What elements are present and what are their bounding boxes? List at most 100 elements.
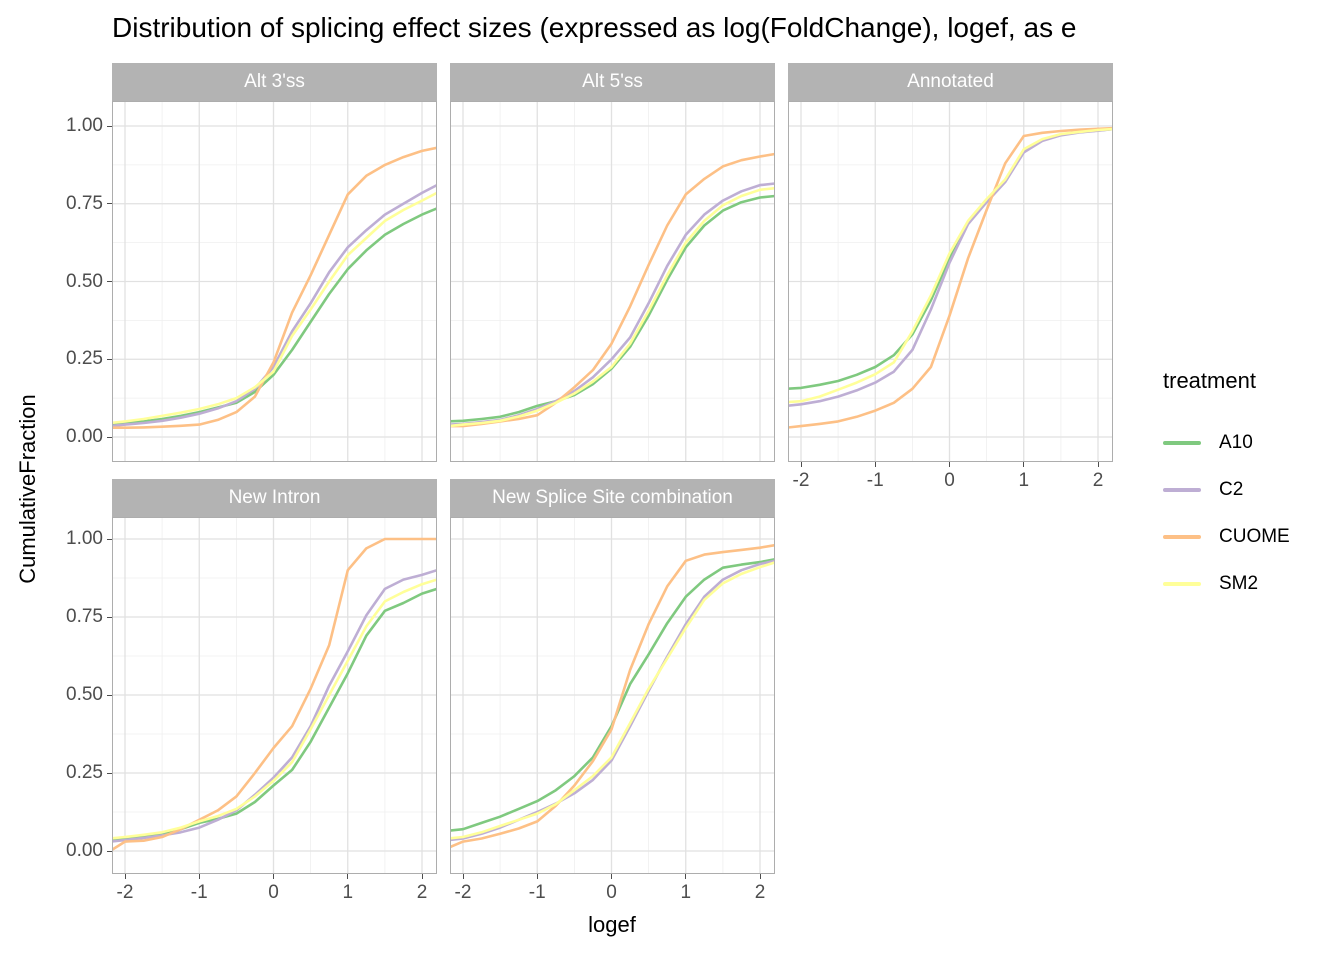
series-line-a10 xyxy=(112,587,437,842)
x-tick-mark xyxy=(462,874,464,879)
facet-panel-new-splice-site-combination xyxy=(450,517,775,874)
x-tick-mark xyxy=(198,874,200,879)
legend-title: treatment xyxy=(1163,368,1256,393)
x-tick-label: 2 xyxy=(754,882,766,903)
x-tick-label: -2 xyxy=(116,882,134,903)
legend-item-sm2: SM2 xyxy=(1163,573,1259,594)
x-tick-label: 2 xyxy=(1092,470,1104,491)
x-tick-mark xyxy=(421,874,423,879)
y-tick-mark xyxy=(107,203,112,205)
y-tick-label: 0.75 xyxy=(66,606,103,627)
x-axis-title: logef xyxy=(588,912,636,937)
legend-item-cuome: CUOME xyxy=(1163,526,1290,547)
series-line-sm2 xyxy=(112,191,437,425)
series-line-a10 xyxy=(112,207,437,426)
x-tick-label: 0 xyxy=(944,470,955,491)
legend-label: A10 xyxy=(1219,432,1253,453)
y-tick-mark xyxy=(107,281,112,282)
series-line-c2 xyxy=(112,568,437,843)
legend-item-a10: A10 xyxy=(1163,432,1253,453)
x-tick-mark xyxy=(1023,462,1025,467)
legend-key-c2 xyxy=(1163,488,1201,492)
series-line-c2 xyxy=(450,559,775,842)
x-tick-label: -2 xyxy=(454,882,472,903)
y-tick-mark xyxy=(107,694,112,696)
series-line-cuome xyxy=(450,543,775,849)
series-line-sm2 xyxy=(450,186,775,428)
gridlines-major xyxy=(112,101,437,462)
x-tick-mark xyxy=(1097,462,1099,467)
legend-key-a10 xyxy=(1163,441,1201,445)
facet-strip-new-intron: New Intron xyxy=(112,479,437,517)
facet-strip-label: Alt 5'ss xyxy=(582,71,643,92)
y-tick-mark xyxy=(107,616,112,618)
legend: treatment A10 C2 CUOME SM2 xyxy=(1163,368,1290,594)
facet-panel-alt-5ss xyxy=(450,101,775,462)
y-tick-label: 0.25 xyxy=(66,762,103,783)
series-line-sm2 xyxy=(112,578,437,840)
x-tick-mark xyxy=(874,462,876,467)
facet-strip-label: New Splice Site combination xyxy=(492,487,733,508)
legend-key-sm2 xyxy=(1163,582,1201,586)
legend-key-cuome xyxy=(1163,535,1201,539)
x-tick-mark xyxy=(685,874,687,879)
x-tick-mark xyxy=(759,874,761,879)
facet-strip-alt-3ss: Alt 3'ss xyxy=(112,63,437,101)
y-tick-mark xyxy=(107,538,112,540)
x-tick-mark xyxy=(124,874,126,879)
x-tick-label: 1 xyxy=(1018,470,1030,491)
series-line-cuome xyxy=(112,537,437,852)
y-tick-mark xyxy=(107,436,112,438)
facet-strip-annotated: Annotated xyxy=(788,63,1113,101)
gridlines-major xyxy=(450,517,775,874)
series-line-c2 xyxy=(112,183,437,428)
x-tick-mark xyxy=(800,462,802,467)
x-tick-label: 1 xyxy=(342,882,354,903)
y-tick-label: 0.75 xyxy=(66,192,103,214)
x-tick-mark xyxy=(611,874,612,879)
x-tick-mark xyxy=(536,874,538,879)
x-tick-mark xyxy=(949,462,950,467)
x-tick-label: -1 xyxy=(866,470,884,491)
y-tick-mark xyxy=(107,850,112,852)
x-tick-mark xyxy=(273,874,274,879)
y-tick-label: 0.25 xyxy=(66,348,103,370)
legend-label: SM2 xyxy=(1219,573,1259,594)
legend-label: CUOME xyxy=(1219,526,1290,547)
facet-panel-new-intron xyxy=(112,517,437,874)
y-tick-label: 0.00 xyxy=(66,840,103,861)
x-tick-label: 0 xyxy=(268,882,279,903)
y-tick-mark xyxy=(107,358,112,360)
x-tick-label: -1 xyxy=(190,882,208,903)
facet-strip-label: Alt 3'ss xyxy=(244,71,305,92)
x-tick-label: 0 xyxy=(606,882,617,903)
facet-panel-alt-3ss xyxy=(112,101,437,462)
x-tick-label: 2 xyxy=(416,882,428,903)
series-line-cuome xyxy=(112,146,437,429)
y-tick-label: 0.50 xyxy=(66,270,103,292)
y-tick-mark xyxy=(107,772,112,774)
x-tick-label: -1 xyxy=(528,882,546,903)
x-tick-label: -2 xyxy=(792,470,810,491)
facet-strip-alt-5ss: Alt 5'ss xyxy=(450,63,775,101)
facet-strip-label: New Intron xyxy=(228,487,321,508)
facet-panel-annotated xyxy=(788,101,1113,462)
series-line-sm2 xyxy=(788,127,1113,404)
y-tick-label: 1.00 xyxy=(66,115,103,136)
gridlines-major xyxy=(788,101,1113,462)
facet-strip-label: Annotated xyxy=(907,71,994,92)
y-tick-mark xyxy=(107,125,112,127)
gridlines-major xyxy=(450,101,775,462)
y-tick-label: 0.50 xyxy=(66,684,103,705)
y-tick-label: 1.00 xyxy=(66,528,103,549)
y-tick-label: 0.00 xyxy=(66,426,103,447)
x-tick-label: 1 xyxy=(680,882,692,903)
legend-item-c2: C2 xyxy=(1163,479,1243,500)
chart-title: Distribution of splicing effect sizes (e… xyxy=(112,12,1077,43)
series-line-sm2 xyxy=(450,561,775,840)
x-tick-mark xyxy=(347,874,349,879)
series-line-cuome xyxy=(788,126,1113,429)
y-axis-title: CumulativeFraction xyxy=(15,394,40,584)
gridlines-major xyxy=(112,517,437,874)
